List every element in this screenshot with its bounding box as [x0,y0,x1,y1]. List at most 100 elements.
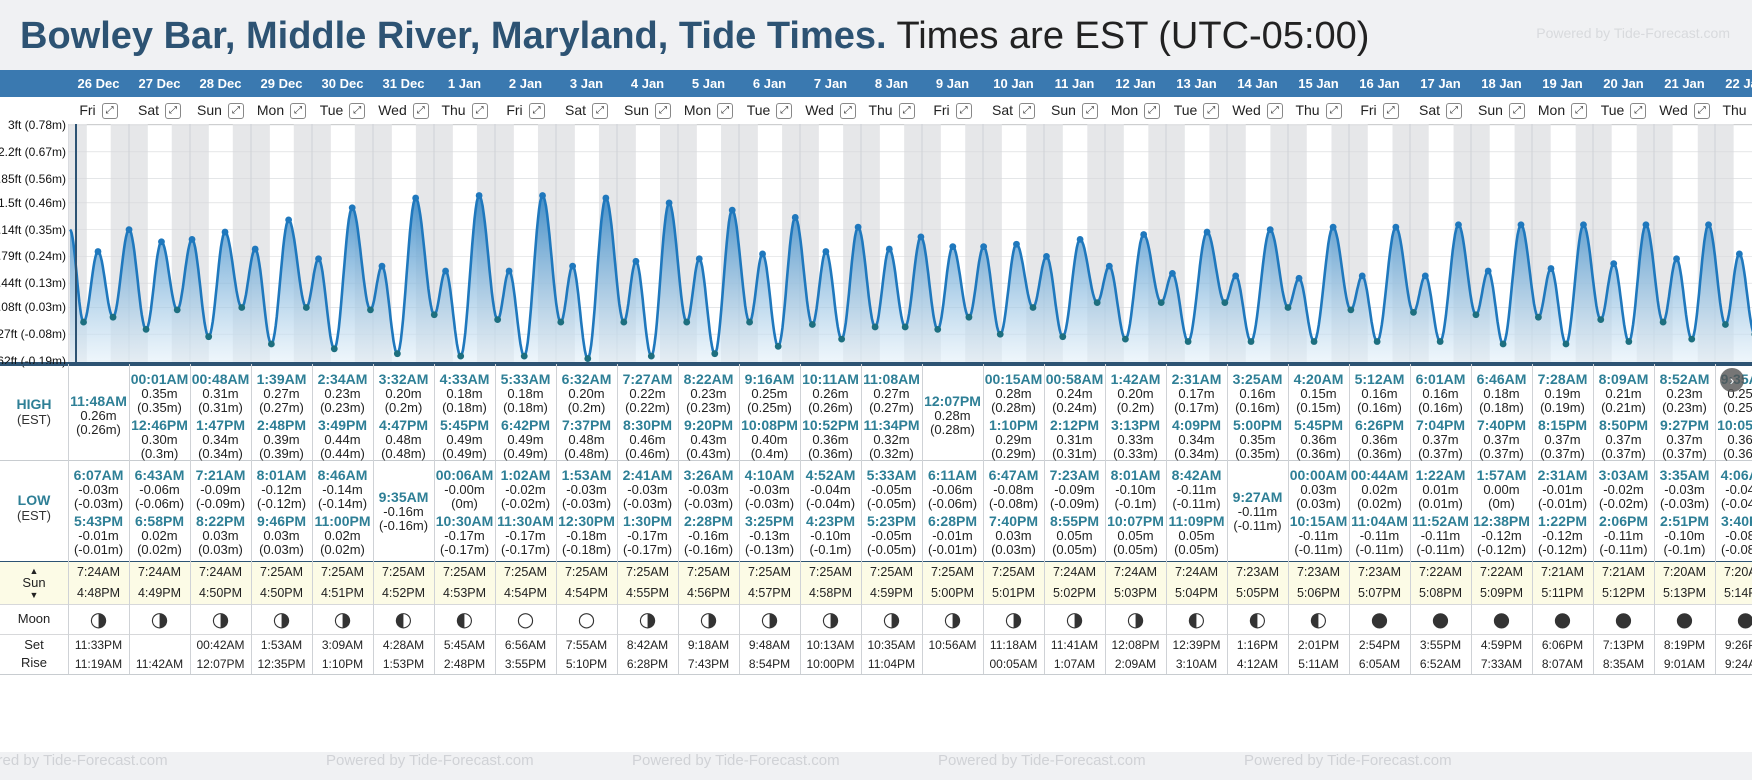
high-tide-cell: 10:52PM 0.36m (0.36m) [800,418,861,461]
moon-phase-icon: ◑ [821,607,840,631]
weekday-label: Wed [1659,102,1688,118]
moonset-time: 9:26PM [1724,638,1752,652]
low-tide-point [1221,299,1229,307]
powered-by-link[interactable]: Powered by Tide-Forecast.com [1536,25,1730,41]
expand-icon[interactable]: ⤢ [101,103,118,120]
high-tide-height: 0.37m [1422,432,1459,447]
expand-icon[interactable]: ⤢ [1693,103,1710,120]
axis-panel [0,124,68,362]
low-tide-cell: 4:06AM-0.04m(-0.04m) [1715,468,1752,511]
expand-icon[interactable]: ⤢ [1144,103,1161,120]
expand-icon[interactable]: ⤢ [1203,103,1220,120]
weekday-label: Tue [1173,102,1198,118]
sunset-time: 4:50PM [259,586,304,600]
low-tide-time: 7:21AM [195,467,246,483]
low-tide-time: 10:07PM [1107,513,1164,529]
expand-icon[interactable]: ⤢ [1325,103,1342,120]
y-axis-label: 0.08ft (0.03m) [0,300,66,315]
day-column-divider [1288,364,1289,674]
sunrise-time: 7:20AM [1662,565,1707,579]
high-tide-height-metric: (0.16m) [1418,400,1463,415]
low-tide-height-metric: (-0.17m) [439,542,490,557]
high-tide-time: 3:13PM [1110,417,1161,433]
date-header: 19 Jan [1532,70,1593,97]
expand-icon[interactable]: ⤢ [654,103,671,120]
expand-icon[interactable]: ⤢ [1630,103,1647,120]
date-header: 6 Jan [739,70,800,97]
weekday-label: Sat [1418,102,1440,118]
expand-icon[interactable]: ⤢ [1266,103,1283,120]
high-tide-cell: 1:10PM 0.29m (0.29m) [983,418,1044,461]
moonset-time: 1:16PM [1236,638,1279,652]
low-tide-point [302,304,310,311]
expand-icon[interactable]: ⤢ [839,103,856,120]
low-tide-height-metric: (-0.03m) [622,496,673,511]
high-tide-height: 0.35m [1239,432,1276,447]
sunrise-time: 7:25AM [259,565,304,579]
page-title: Bowley Bar, Middle River, Maryland, Tide… [20,10,1369,62]
expand-icon[interactable]: ⤢ [528,103,545,120]
expand-icon[interactable]: ⤢ [898,103,915,120]
low-tide-point [173,306,181,314]
expand-icon[interactable]: ⤢ [1382,103,1399,120]
expand-icon[interactable]: ⤢ [1019,103,1035,120]
high-tide-cell: 12:46PM 0.30m (0.3m) [129,418,190,461]
high-tide-point [188,235,196,243]
expand-icon[interactable]: ⤢ [349,103,366,120]
date-header: 20 Jan [1593,70,1654,97]
high-tide-time: 7:27AM [622,371,673,387]
expand-icon[interactable]: ⤢ [227,103,244,120]
expand-icon[interactable]: ⤢ [165,103,181,120]
expand-icon[interactable]: ⤢ [1508,103,1525,120]
high-tide-cell: 2:48PM 0.39m (0.39m) [251,418,312,461]
moonset-time: 10:56AM [928,638,977,652]
high-tide-point [1076,235,1084,243]
high-tide-height-metric: (0.25m) [747,400,792,415]
high-tide-height: 0.21m [1605,386,1642,401]
expand-icon[interactable]: ⤢ [412,103,429,120]
moonrise-time: 6:05AM [1358,657,1401,671]
low-tide-time: 1:22AM [1415,467,1466,483]
low-tide-point [80,318,87,326]
moonrise-time: 5:11AM [1298,657,1339,671]
low-tide-point [965,313,973,321]
expand-icon[interactable]: ⤢ [717,103,734,120]
sunset-time: 4:48PM [76,586,121,600]
high-tide-point [759,250,766,258]
high-tide-cell: 11:08AM 0.27m (0.27m) [861,372,922,415]
expand-icon[interactable]: ⤢ [1081,103,1098,120]
weekday-cell: Mon ⤢ [251,97,312,123]
date-header: 31 Dec [373,70,434,97]
low-tide-height-metric: (-0.14m) [317,496,368,511]
expand-icon[interactable]: ⤢ [1446,103,1462,120]
high-tide-time: 1:47PM [195,417,246,433]
high-tide-height-metric: (0.24m) [1052,400,1097,415]
expand-icon[interactable]: ⤢ [592,103,608,120]
moon-phase-icon: ● [1614,607,1633,631]
expand-icon[interactable]: ⤢ [776,103,793,120]
low-tide-height: 0.05m [1178,528,1215,543]
low-tide-time: 10:15AM [1289,513,1348,529]
high-tide-height: 0.16m [1239,386,1276,401]
expand-icon[interactable]: ⤢ [955,103,972,120]
high-tide-time: 3:32AM [378,371,429,387]
low-tide-cell: 11:30AM -0.17m (-0.17m) [495,514,556,557]
high-tide-point [980,243,988,251]
high-tide-height: 0.37m [1544,432,1581,447]
expand-icon[interactable]: ⤢ [1571,103,1588,120]
scroll-right-button[interactable]: › [1720,368,1744,392]
high-tide-height: 0.46m [629,432,666,447]
high-tide-height: 0.32m [873,432,910,447]
low-tide-height-metric: (-0.01m) [1537,496,1588,511]
low-tide-height: -0.05m [871,528,912,543]
moonset-time: 1:53AM [260,638,303,652]
expand-icon[interactable]: ⤢ [290,103,307,120]
high-tide-cell: 5:12AM 0.16m (0.16m) [1349,372,1410,415]
low-tide-cell: 12:38PM -0.12m (-0.12m) [1471,514,1532,557]
high-tide-height: 0.18m [446,386,483,401]
expand-icon[interactable]: ⤢ [471,103,488,120]
high-tide-time: 4:47PM [378,417,429,433]
high-tide-point [1705,221,1712,229]
row-separator [0,364,1752,366]
high-tide-height: 0.34m [202,432,239,447]
